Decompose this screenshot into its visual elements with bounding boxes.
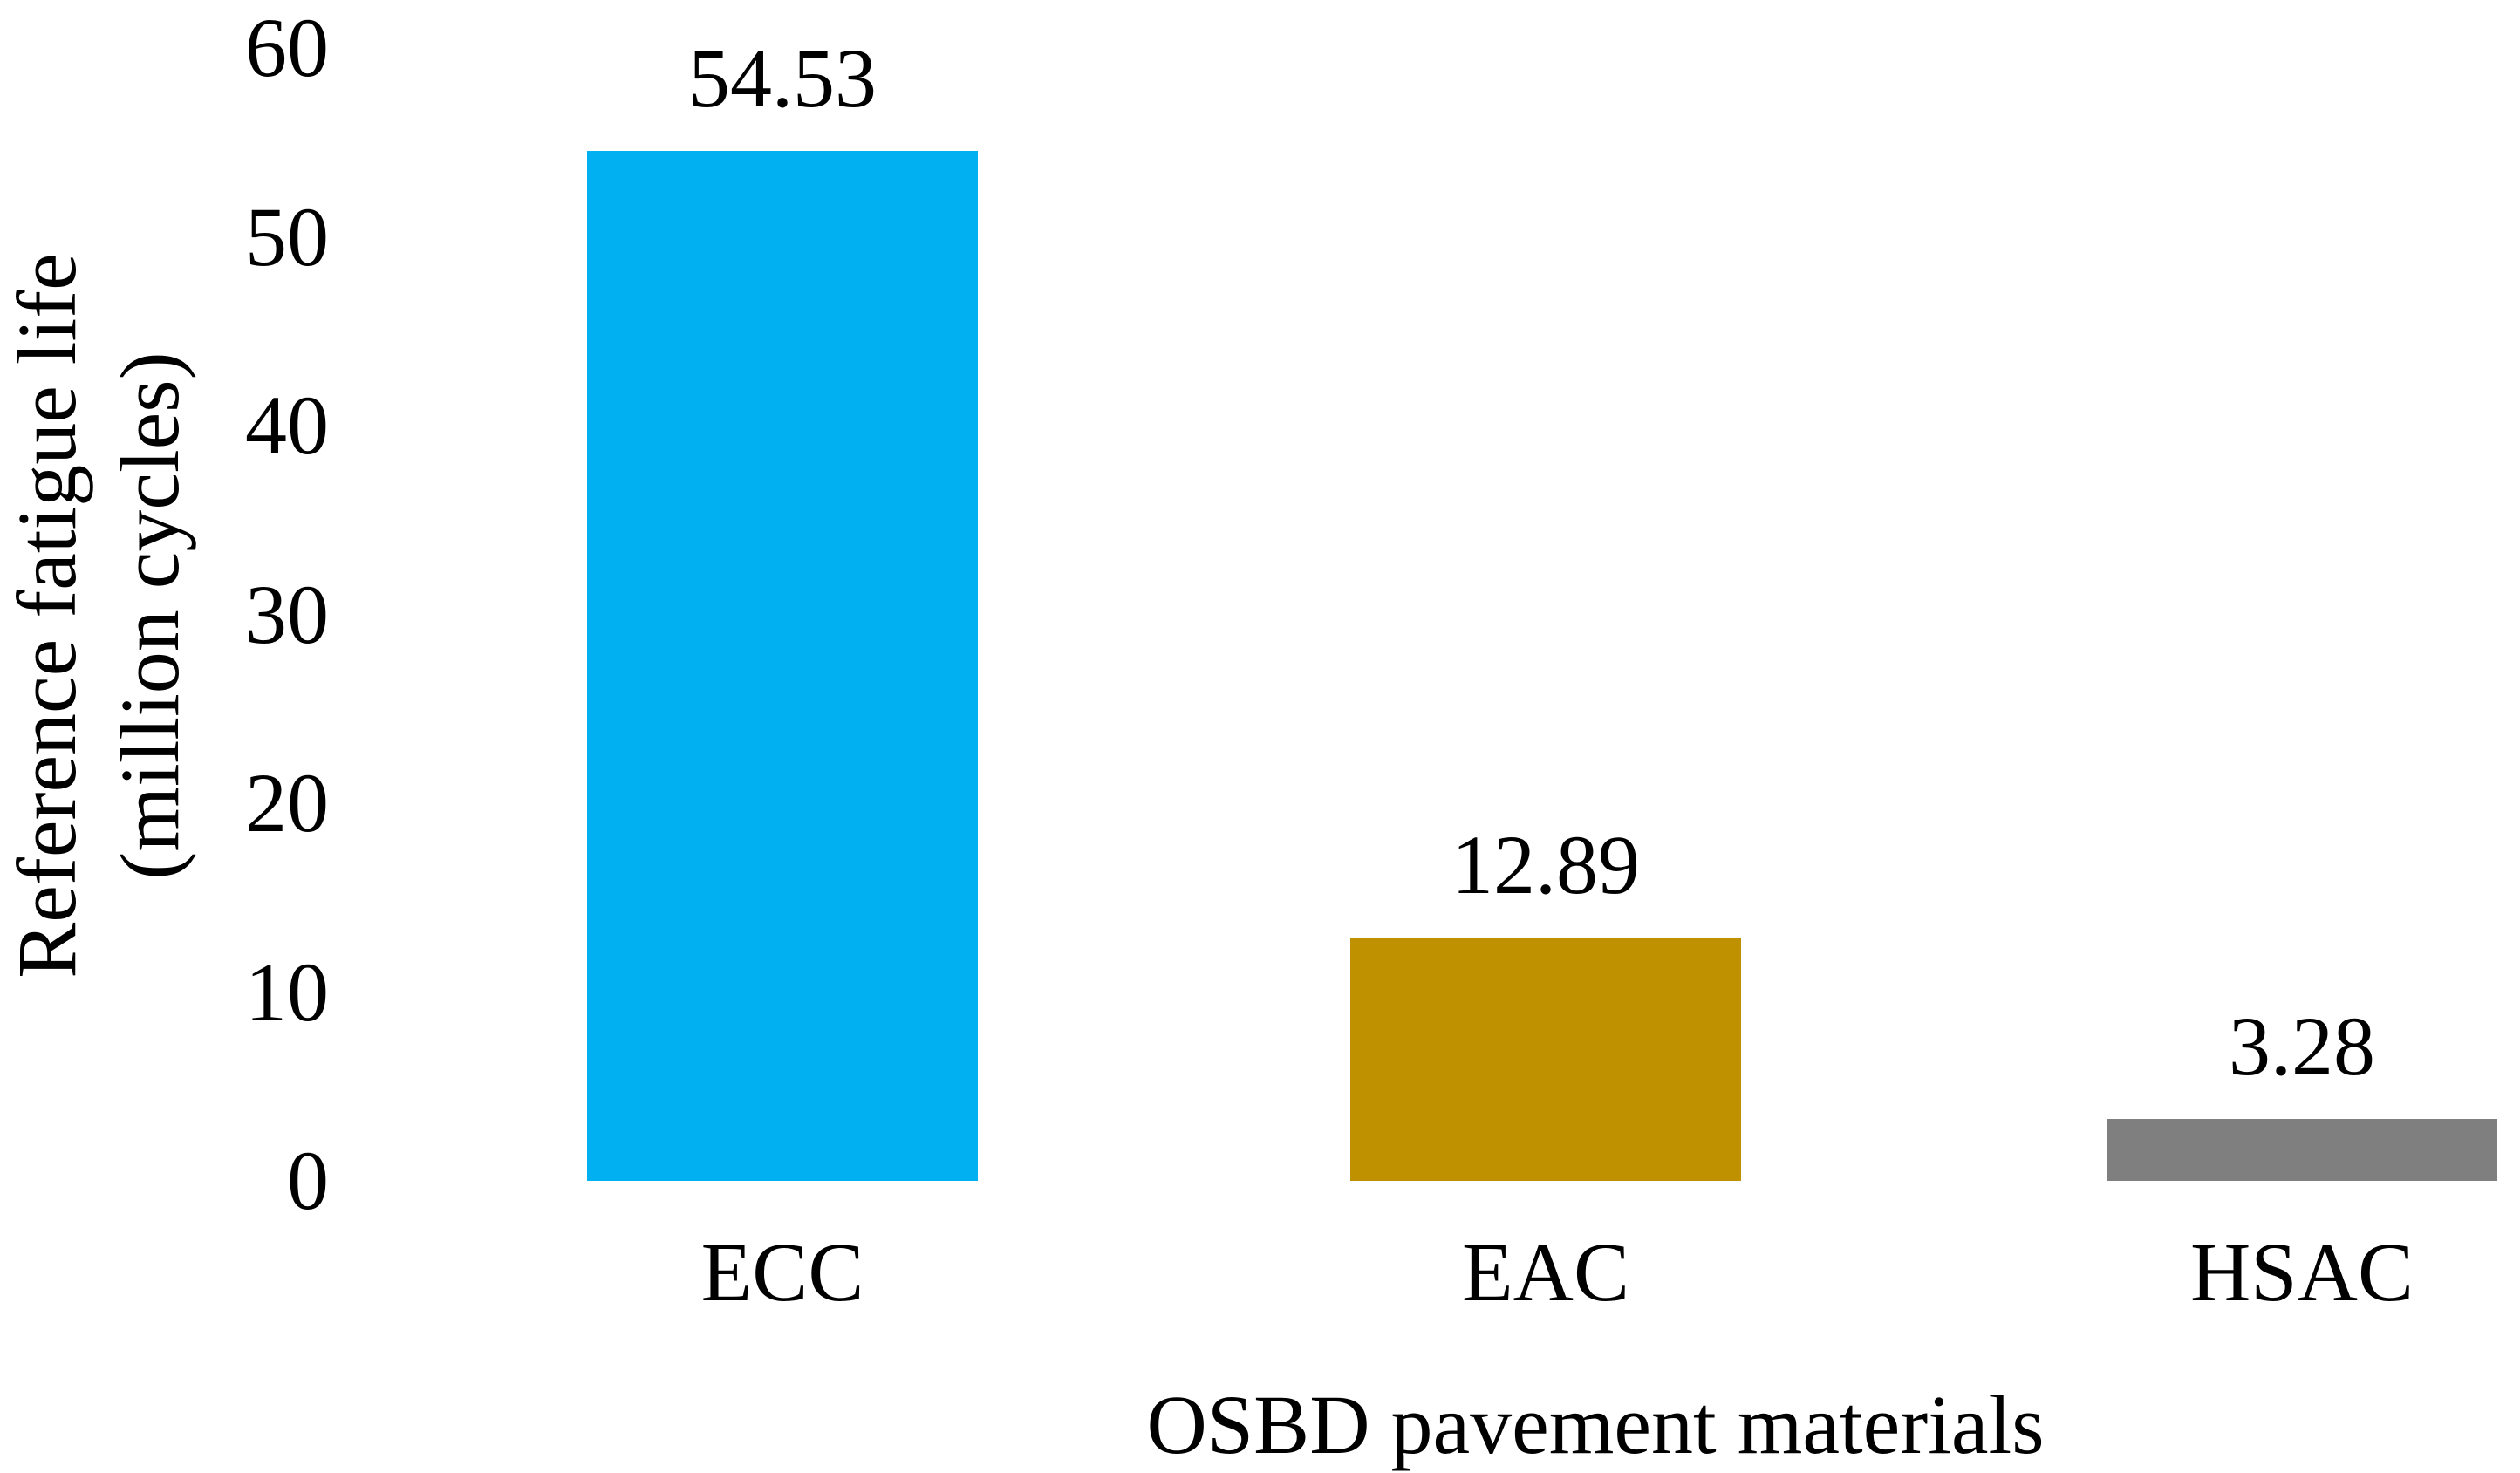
data-label-eac: 12.89 [1451,817,1640,911]
y-tick-label: 0 [287,1134,329,1227]
category-label-hsac: HSAC [2189,1225,2414,1319]
y-tick-label: 50 [245,189,329,283]
y-tick-label: 40 [245,378,329,472]
y-tick-label: 10 [245,944,329,1039]
y-tick-label: 30 [245,567,329,661]
category-label-eac: EAC [1462,1225,1629,1319]
bar-hsac [2107,1118,2497,1181]
y-tick-label: 60 [245,1,329,94]
x-axis-title: OSBD pavement materials [1146,1378,2045,1471]
category-label-ecc: ECC [700,1225,864,1319]
y-tick-label: 20 [245,756,329,849]
bar-eac [1350,937,1741,1181]
bar-ecc [587,151,978,1181]
data-label-hsac: 3.28 [2229,999,2375,1093]
data-label-ecc: 54.53 [688,31,877,126]
